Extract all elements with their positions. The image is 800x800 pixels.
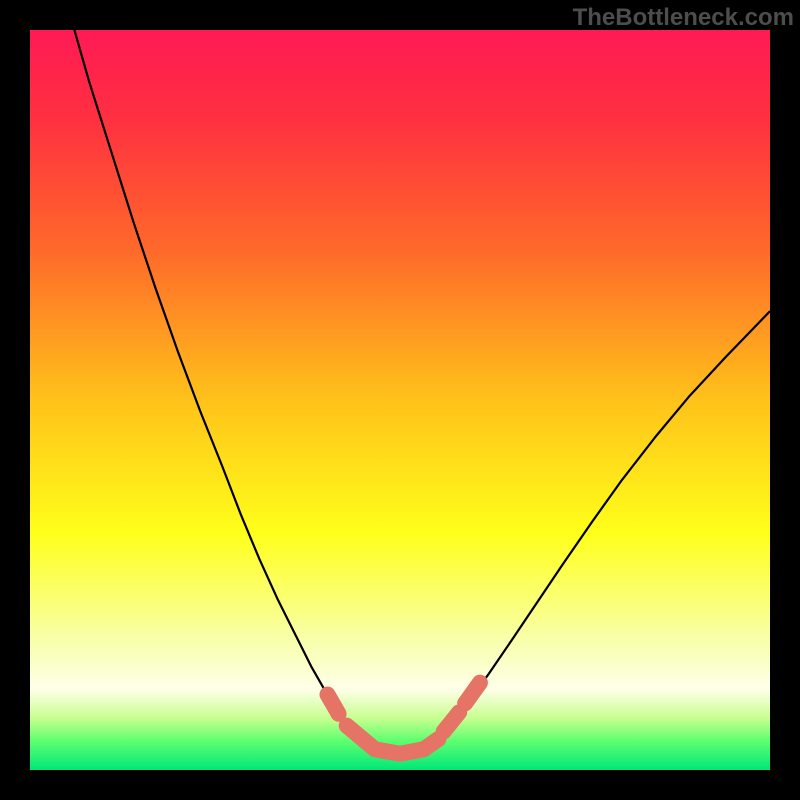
optimal-range-segment-0 <box>327 695 338 714</box>
watermark-text: TheBottleneck.com <box>573 4 794 32</box>
chart-frame: TheBottleneck.com <box>0 0 800 800</box>
gradient-background <box>30 30 770 770</box>
bottleneck-curve-chart <box>30 30 770 770</box>
plot-area <box>30 30 770 770</box>
